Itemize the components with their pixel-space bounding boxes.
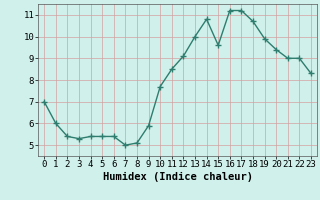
X-axis label: Humidex (Indice chaleur): Humidex (Indice chaleur) <box>103 172 252 182</box>
